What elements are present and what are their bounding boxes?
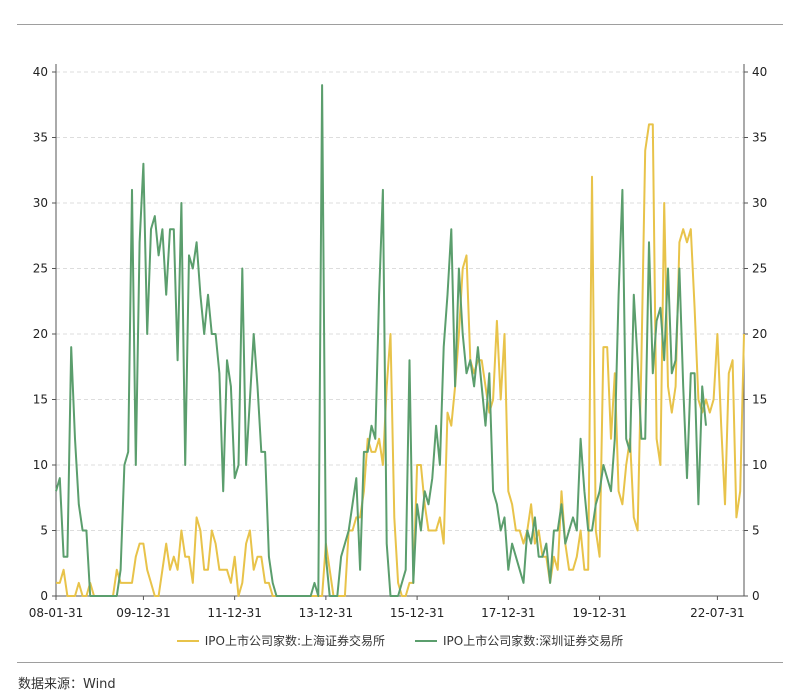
legend-label-shenzhen: IPO上市公司家数:深圳证券交易所	[443, 634, 624, 648]
y-tick-label-left: 15	[33, 393, 48, 407]
x-tick-label: 11-12-31	[207, 606, 261, 620]
x-tick-label: 19-12-31	[572, 606, 626, 620]
legend-label-shanghai: IPO上市公司家数:上海证券交易所	[204, 634, 385, 648]
y-tick-label-right: 20	[752, 327, 767, 341]
y-tick-label-left: 25	[33, 262, 48, 276]
x-tick-label: 15-12-31	[390, 606, 444, 620]
y-tick-label-left: 30	[33, 196, 48, 210]
y-tick-label-right: 25	[752, 262, 767, 276]
x-tick-label: 08-01-31	[29, 606, 83, 620]
chart: 0 0 5 5 10 10 15 15 20 20 25 25 30 30 35 35 40 40 08-01-31…	[29, 64, 767, 620]
series-line-shanghai	[56, 123, 745, 597]
y-tick-label-left: 0	[40, 589, 48, 603]
x-tick-label: 22-07-31	[690, 606, 744, 620]
legend-item-shanghai: IPO上市公司家数:上海证券交易所	[176, 632, 385, 649]
y-tick-label-right: 40	[752, 65, 767, 79]
legend-item-shenzhen: IPO上市公司家数:深圳证券交易所	[415, 632, 623, 649]
y-tick-label-right: 0	[752, 589, 760, 603]
x-tick-label: 13-12-31	[299, 606, 353, 620]
y-tick-label-right: 10	[752, 458, 767, 472]
y-tick-label-left: 10	[33, 458, 48, 472]
x-tick-label: 17-12-31	[481, 606, 535, 620]
series-line-shenzhen	[55, 84, 707, 597]
y-tick-label-right: 30	[752, 196, 767, 210]
source-note: 数据来源：Wind	[18, 677, 116, 692]
x-tick-label: 09-12-31	[116, 606, 170, 620]
y-tick-label-right: 15	[752, 393, 767, 407]
legend-swatch-shanghai	[176, 639, 199, 642]
y-tick-label-left: 20	[33, 327, 48, 341]
y-tick-label-left: 40	[33, 65, 48, 79]
legend: IPO上市公司家数:上海证券交易所 IPO上市公司家数:深圳证券交易所	[0, 632, 800, 649]
y-tick-label-left: 35	[33, 131, 48, 145]
bottom-rule	[17, 662, 783, 663]
top-rule	[17, 24, 783, 25]
y-tick-label-right: 5	[752, 524, 760, 538]
legend-swatch-shenzhen	[415, 639, 437, 642]
y-tick-label-left: 5	[40, 524, 48, 538]
y-tick-label-right: 35	[752, 131, 767, 145]
